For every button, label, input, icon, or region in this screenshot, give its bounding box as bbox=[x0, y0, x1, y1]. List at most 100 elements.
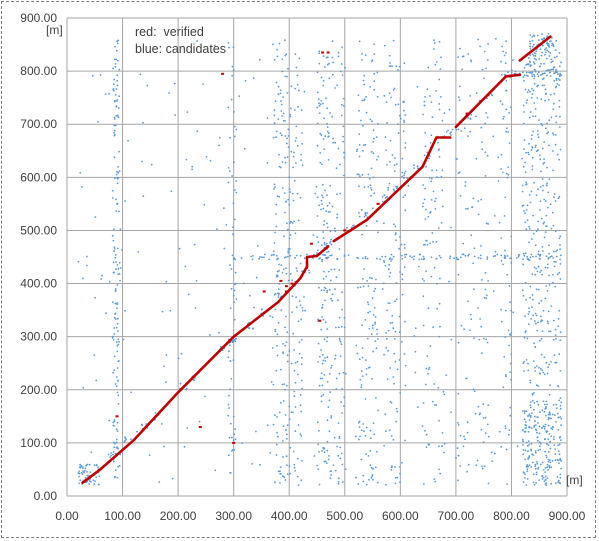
candidate-point bbox=[322, 196, 324, 199]
candidate-point bbox=[538, 302, 540, 305]
candidate-point bbox=[284, 39, 286, 42]
candidate-point bbox=[295, 296, 297, 298]
x-tick-label: 400.00 bbox=[271, 509, 308, 523]
candidate-point bbox=[552, 224, 555, 227]
candidate-point bbox=[367, 303, 370, 306]
candidate-point bbox=[89, 471, 92, 473]
candidate-point bbox=[521, 289, 524, 292]
candidate-point bbox=[385, 101, 388, 103]
candidate-point bbox=[395, 420, 398, 423]
candidate-point bbox=[359, 286, 362, 288]
candidate-point bbox=[509, 371, 512, 373]
candidate-point bbox=[525, 71, 528, 74]
candidate-point bbox=[82, 386, 85, 389]
candidate-point bbox=[537, 220, 540, 223]
candidate-point bbox=[500, 60, 502, 63]
candidate-point bbox=[514, 70, 517, 73]
candidate-point bbox=[456, 447, 459, 449]
candidate-point bbox=[165, 381, 167, 384]
candidate-point bbox=[116, 284, 119, 286]
candidate-point bbox=[234, 282, 237, 285]
candidate-point bbox=[510, 106, 512, 109]
candidate-point bbox=[527, 63, 530, 66]
candidate-point bbox=[466, 431, 469, 434]
candidate-point bbox=[113, 58, 116, 61]
candidate-point bbox=[529, 42, 532, 45]
verified-point bbox=[262, 290, 266, 293]
x-tick-label: 100.00 bbox=[104, 509, 141, 523]
verified-point bbox=[376, 202, 380, 205]
candidate-point bbox=[362, 480, 365, 483]
candidate-point bbox=[388, 65, 391, 67]
candidate-point bbox=[273, 294, 276, 296]
candidate-point bbox=[387, 186, 390, 189]
candidate-point bbox=[548, 411, 551, 414]
candidate-point bbox=[512, 311, 515, 314]
candidate-point bbox=[366, 212, 369, 215]
candidate-point bbox=[550, 227, 553, 230]
candidate-point bbox=[289, 222, 291, 225]
candidate-point bbox=[372, 176, 375, 179]
candidate-point bbox=[505, 40, 507, 42]
candidate-point bbox=[484, 175, 487, 177]
candidate-point bbox=[404, 384, 407, 387]
candidate-point bbox=[543, 428, 546, 430]
candidate-point bbox=[209, 159, 212, 162]
candidate-point bbox=[394, 300, 396, 303]
candidate-point bbox=[370, 189, 373, 191]
candidate-point bbox=[544, 450, 546, 453]
candidate-point bbox=[424, 218, 427, 221]
candidate-point bbox=[383, 95, 386, 97]
candidate-point bbox=[531, 146, 534, 148]
candidate-point bbox=[553, 250, 555, 253]
candidate-point bbox=[556, 273, 559, 276]
candidate-point bbox=[500, 153, 503, 156]
candidate-point bbox=[116, 80, 118, 82]
candidate-point bbox=[539, 271, 541, 273]
candidate-point bbox=[335, 377, 338, 380]
candidate-point bbox=[111, 197, 114, 199]
candidate-point bbox=[459, 465, 462, 467]
candidate-point bbox=[550, 466, 553, 469]
candidate-point bbox=[528, 40, 531, 43]
candidate-point bbox=[500, 254, 503, 257]
candidate-point bbox=[550, 61, 553, 64]
candidate-point bbox=[299, 433, 302, 435]
candidate-point bbox=[94, 480, 96, 483]
candidate-point bbox=[480, 428, 483, 431]
candidate-point bbox=[326, 328, 329, 330]
candidate-point bbox=[533, 102, 536, 104]
candidate-point bbox=[529, 61, 531, 64]
candidate-point bbox=[154, 412, 157, 414]
candidate-point bbox=[92, 479, 95, 482]
candidate-point bbox=[396, 410, 399, 413]
candidate-point bbox=[327, 250, 330, 253]
candidate-point bbox=[282, 96, 284, 98]
candidate-point bbox=[403, 62, 406, 65]
candidate-point bbox=[117, 107, 120, 109]
candidate-point bbox=[420, 258, 423, 260]
candidate-point bbox=[285, 272, 288, 275]
candidate-point bbox=[559, 115, 561, 118]
candidate-point bbox=[526, 478, 529, 480]
candidate-point bbox=[389, 367, 392, 369]
candidate-point bbox=[305, 253, 308, 256]
candidate-point bbox=[342, 97, 345, 100]
candidate-point bbox=[558, 309, 561, 312]
candidate-point bbox=[381, 200, 384, 203]
candidate-point bbox=[533, 402, 536, 404]
candidate-point bbox=[457, 424, 460, 426]
candidate-point bbox=[477, 307, 479, 309]
candidate-point bbox=[301, 270, 303, 273]
candidate-point bbox=[316, 144, 319, 147]
candidate-point bbox=[233, 433, 236, 436]
candidate-point bbox=[422, 243, 425, 246]
candidate-point bbox=[148, 454, 151, 456]
candidate-point bbox=[462, 55, 465, 58]
candidate-point bbox=[439, 68, 442, 70]
candidate-point bbox=[323, 243, 326, 246]
candidate-point bbox=[485, 67, 488, 70]
candidate-point bbox=[548, 363, 551, 366]
candidate-point bbox=[363, 186, 366, 189]
candidate-point bbox=[376, 71, 379, 74]
